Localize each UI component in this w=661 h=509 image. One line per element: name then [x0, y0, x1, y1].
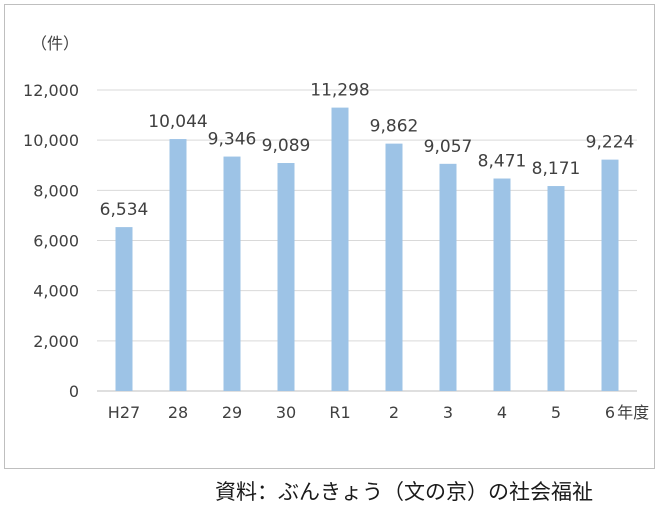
x-tick-label: H27 [108, 403, 140, 422]
x-tick-label: 3 [443, 403, 453, 422]
bar [547, 186, 565, 391]
data-label: 10,044 [148, 112, 207, 132]
chart-frame: 0 2,000 4,000 6,000 8,000 10,000 12,000 H27 28 2… [4, 4, 655, 469]
y-tick-label: 12,000 [23, 81, 79, 100]
data-label: 8,171 [532, 159, 581, 179]
x-axis-suffix-label: 年度 [617, 403, 649, 422]
bar [223, 156, 241, 391]
x-tick-label: R1 [329, 403, 350, 422]
data-label: 11,298 [310, 81, 369, 101]
x-tick-label: 5 [551, 403, 561, 422]
data-label: 9,057 [424, 137, 473, 157]
bar [169, 139, 187, 391]
y-tick-label: 6,000 [33, 232, 79, 251]
y-tick-label: 10,000 [23, 131, 79, 150]
bar [601, 159, 619, 391]
data-label: 9,089 [262, 136, 311, 156]
y-axis-unit-label: （件） [31, 34, 79, 53]
data-label: 6,534 [100, 200, 149, 220]
bar [493, 178, 511, 391]
bars [115, 107, 619, 392]
x-tick-label: 6 [605, 403, 615, 422]
x-axis-ticks: H27 28 29 30 R1 2 3 4 5 6 [108, 403, 615, 422]
bar [331, 107, 349, 392]
y-axis-ticks: 0 2,000 4,000 6,000 8,000 10,000 12,000 [23, 81, 79, 401]
data-label: 9,346 [208, 130, 257, 150]
gridlines [97, 89, 637, 392]
bar [115, 227, 133, 391]
x-tick-label: 2 [389, 403, 399, 422]
x-tick-label: 4 [497, 403, 507, 422]
bar-chart: 0 2,000 4,000 6,000 8,000 10,000 12,000 H27 28 2… [23, 34, 649, 422]
bar [439, 163, 457, 391]
y-tick-label: 2,000 [33, 332, 79, 351]
bar [385, 143, 403, 391]
x-tick-label: 29 [222, 403, 242, 422]
data-label: 9,224 [586, 133, 635, 153]
x-tick-label: 30 [276, 403, 296, 422]
y-tick-label: 8,000 [33, 181, 79, 200]
bar [277, 163, 295, 391]
data-label: 8,471 [478, 152, 527, 172]
y-tick-label: 4,000 [33, 282, 79, 301]
y-tick-label: 0 [69, 382, 79, 401]
source-note: 資料：ぶんきょう（文の京）の社会福祉 [215, 480, 593, 504]
x-tick-label: 28 [168, 403, 188, 422]
data-label: 9,862 [370, 117, 419, 137]
